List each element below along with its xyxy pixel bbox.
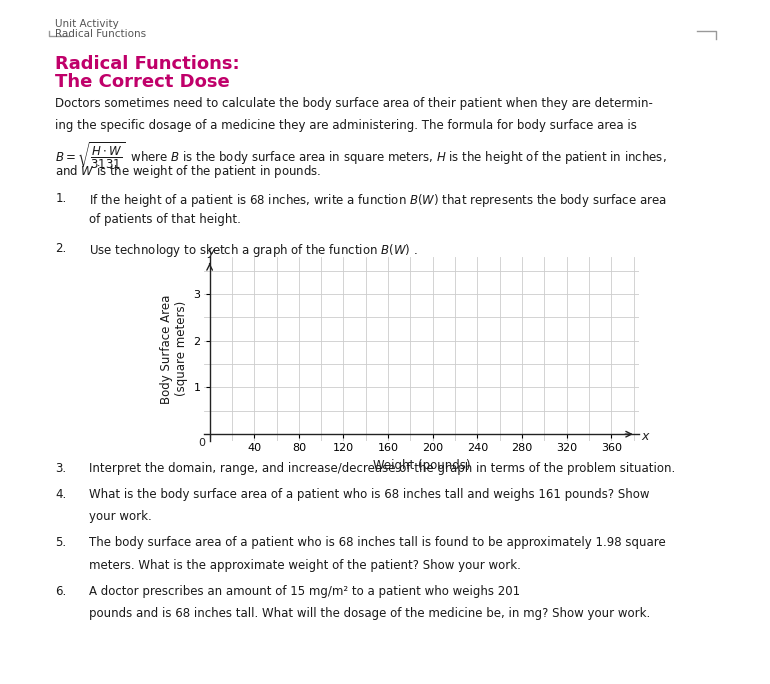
Text: 0: 0 <box>198 438 205 448</box>
X-axis label: Weight (pounds): Weight (pounds) <box>373 459 470 472</box>
Text: and $W$ is the weight of the patient in pounds.: and $W$ is the weight of the patient in … <box>55 163 322 180</box>
Text: ing the specific dosage of a medicine they are administering. The formula for bo: ing the specific dosage of a medicine th… <box>55 119 638 132</box>
Text: Unit Activity: Unit Activity <box>55 19 119 29</box>
Text: Use technology to sketch a graph of the function $B(W)$ .: Use technology to sketch a graph of the … <box>89 242 417 259</box>
Text: your work.: your work. <box>89 510 151 523</box>
Text: 2.: 2. <box>55 242 67 255</box>
Text: $B = \sqrt{\dfrac{H \cdot W}{3131}}$  where $B$ is the body surface area in squa: $B = \sqrt{\dfrac{H \cdot W}{3131}}$ whe… <box>55 141 667 171</box>
Text: Radical Functions: Radical Functions <box>55 29 146 39</box>
Text: y: y <box>208 246 215 259</box>
Text: What is the body surface area of a patient who is 68 inches tall and weighs 161 : What is the body surface area of a patie… <box>89 488 649 501</box>
Text: 1.: 1. <box>55 192 67 205</box>
Text: If the height of a patient is 68 inches, write a function $B(W)$ that represents: If the height of a patient is 68 inches,… <box>89 192 666 209</box>
Text: 3.: 3. <box>55 462 66 475</box>
Text: 4.: 4. <box>55 488 67 501</box>
Text: Radical Functions:: Radical Functions: <box>55 55 240 73</box>
Text: x: x <box>641 430 648 443</box>
Text: pounds and is 68 inches tall. What will the dosage of the medicine be, in mg? Sh: pounds and is 68 inches tall. What will … <box>89 607 650 620</box>
Text: meters. What is the approximate weight of the patient? Show your work.: meters. What is the approximate weight o… <box>89 559 521 572</box>
Text: Interpret the domain, range, and increase/decrease of the graph in terms of the : Interpret the domain, range, and increas… <box>89 462 675 475</box>
Text: of patients of that height.: of patients of that height. <box>89 213 240 226</box>
Text: The Correct Dose: The Correct Dose <box>55 73 230 91</box>
Y-axis label: Body Surface Area
(square meters): Body Surface Area (square meters) <box>160 294 188 404</box>
Text: 5.: 5. <box>55 536 66 549</box>
Text: 6.: 6. <box>55 585 67 598</box>
Text: A doctor prescribes an amount of 15 mg/m² to a patient who weighs 201: A doctor prescribes an amount of 15 mg/m… <box>89 585 520 598</box>
Text: The body surface area of a patient who is 68 inches tall is found to be approxim: The body surface area of a patient who i… <box>89 536 665 549</box>
Text: Doctors sometimes need to calculate the body surface area of their patient when : Doctors sometimes need to calculate the … <box>55 97 653 110</box>
